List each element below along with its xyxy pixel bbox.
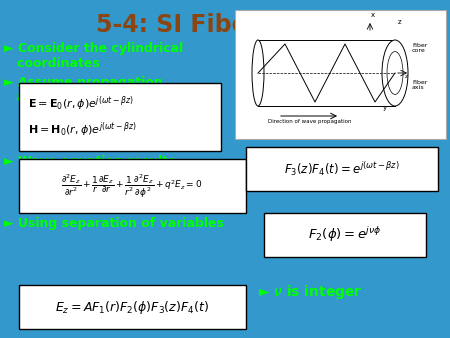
- FancyBboxPatch shape: [19, 285, 246, 329]
- Text: Fiber
axis: Fiber axis: [412, 80, 427, 90]
- Text: Direction of wave propagation: Direction of wave propagation: [268, 119, 352, 124]
- FancyBboxPatch shape: [19, 159, 246, 213]
- FancyBboxPatch shape: [234, 9, 446, 139]
- Text: ► Using separation of variables: ► Using separation of variables: [4, 217, 224, 230]
- FancyBboxPatch shape: [264, 213, 426, 257]
- Text: z: z: [405, 73, 408, 78]
- Text: $E_z = AF_1(r)F_2(\phi)F_3(z)F_4(t)$: $E_z = AF_1(r)F_2(\phi)F_3(z)F_4(t)$: [55, 298, 209, 315]
- Ellipse shape: [382, 40, 408, 106]
- Text: x: x: [371, 12, 375, 18]
- Text: ► Consider the cylindrical
   coordinates: ► Consider the cylindrical coordinates: [4, 42, 183, 70]
- Text: $F_3(z)F_4(t) = e^{j(\omega t-\beta z)}$: $F_3(z)F_4(t) = e^{j(\omega t-\beta z)}$: [284, 160, 400, 178]
- Text: ► $\nu$ is integer: ► $\nu$ is integer: [258, 283, 363, 301]
- Text: z: z: [398, 19, 401, 25]
- Text: 5-4: SI Fiber Modes: 5-4: SI Fiber Modes: [96, 13, 354, 37]
- Text: $\dfrac{\partial^2 E_z}{\partial r^2} + \dfrac{1}{r}\dfrac{\partial E_z}{\partia: $\dfrac{\partial^2 E_z}{\partial r^2} + …: [61, 172, 202, 199]
- Text: ► Assume propagation
   along z,: ► Assume propagation along z,: [4, 76, 163, 104]
- FancyBboxPatch shape: [246, 147, 438, 191]
- Ellipse shape: [252, 40, 264, 106]
- Text: $\mathbf{E} = \mathbf{E}_0(r, \phi)e^{j(\omega t-\beta z)}$: $\mathbf{E} = \mathbf{E}_0(r, \phi)e^{j(…: [28, 94, 134, 113]
- FancyBboxPatch shape: [19, 83, 221, 151]
- Text: y: y: [383, 105, 387, 111]
- Text: $F_2(\phi) = e^{j\nu\phi}$: $F_2(\phi) = e^{j\nu\phi}$: [308, 225, 382, 244]
- Text: ► Wave equation results: ► Wave equation results: [4, 155, 176, 168]
- Text: Fiber
core: Fiber core: [412, 43, 427, 53]
- Text: $\mathbf{H} = \mathbf{H}_0(r, \phi)e^{j(\omega t-\beta z)}$: $\mathbf{H} = \mathbf{H}_0(r, \phi)e^{j(…: [28, 120, 137, 139]
